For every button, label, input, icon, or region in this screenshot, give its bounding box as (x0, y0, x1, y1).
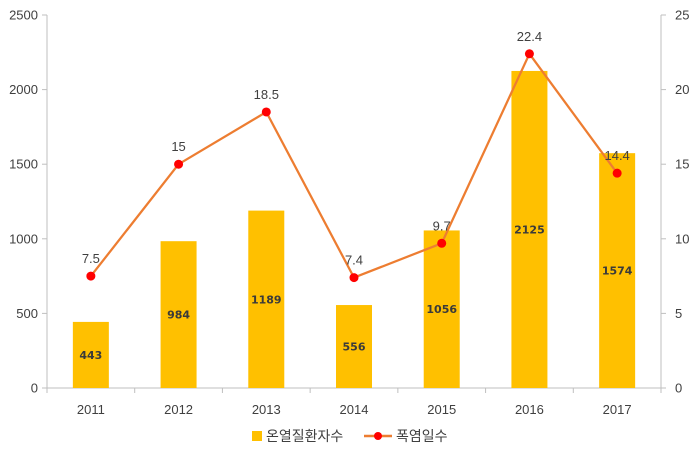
line-data-label: 7.5 (82, 251, 100, 266)
bar-series (72, 70, 636, 388)
right-tick-label: 20 (675, 82, 689, 97)
line-data-label: 22.4 (517, 29, 542, 44)
bar (511, 70, 548, 388)
line-data-label: 7.4 (345, 253, 363, 268)
bar-data-label: 556 (343, 341, 366, 354)
bar-data-label: 1574 (602, 265, 633, 278)
right-axis-ticks: 0 5 10 15 20 25 (661, 8, 689, 396)
line-data-label: 14.4 (604, 148, 629, 163)
line-series (86, 49, 622, 283)
line-data-label: 15 (171, 139, 185, 154)
left-tick-label: 2000 (9, 82, 38, 97)
left-axis-ticks: 0 500 1000 1500 2000 2500 (9, 8, 47, 396)
bar-data-label: 443 (79, 349, 102, 362)
bar (336, 305, 372, 388)
right-tick-label: 0 (675, 381, 682, 396)
bar-data-label: 2125 (514, 223, 545, 236)
line-point (524, 49, 534, 59)
right-tick-label: 5 (675, 306, 682, 321)
right-tick-label: 25 (675, 8, 689, 23)
x-tick-label: 2014 (340, 402, 369, 417)
legend-label-line: 폭염일수 (396, 429, 448, 445)
line-point (612, 168, 622, 178)
left-tick-label: 0 (31, 381, 38, 396)
bar (248, 210, 285, 388)
bar-data-label: 984 (167, 309, 190, 322)
right-tick-label: 15 (675, 157, 689, 172)
bar-data-label: 1189 (251, 293, 282, 306)
bar (72, 321, 109, 388)
bar (423, 230, 460, 388)
line-point (261, 107, 271, 117)
legend-swatch-bar (252, 431, 262, 441)
line-data-label: 18.5 (254, 87, 279, 102)
x-tick-label: 2012 (164, 402, 193, 417)
x-tick-label: 2017 (603, 402, 632, 417)
line-data-labels: 7.5 15 18.5 7.4 9.7 22.4 14.4 (82, 29, 630, 268)
bar (599, 153, 636, 388)
bar (160, 241, 197, 388)
legend: 온열질환자수 폭염일수 (252, 429, 448, 445)
legend-label-bar: 온열질환자수 (266, 429, 343, 445)
line-data-label: 9.7 (433, 218, 451, 233)
x-tick-label: 2016 (515, 402, 544, 417)
line-point (86, 271, 96, 281)
x-tick-label: 2015 (427, 402, 456, 417)
bar-data-label: 1056 (426, 303, 457, 316)
x-axis-ticks: 2011 2012 2013 2014 2015 2016 2017 (46, 388, 662, 417)
line-point (174, 159, 184, 169)
x-tick-label: 2011 (77, 402, 105, 417)
line-point (437, 238, 447, 248)
line-point (349, 273, 359, 283)
left-tick-label: 1000 (9, 231, 38, 246)
left-tick-label: 1500 (9, 157, 38, 172)
legend-swatch-marker (374, 432, 382, 440)
bar-data-labels: 443 984 1189 556 1056 2125 1574 (79, 223, 632, 361)
right-tick-label: 10 (675, 231, 689, 246)
left-tick-label: 2500 (9, 8, 38, 23)
x-tick-label: 2013 (252, 402, 281, 417)
left-tick-label: 500 (16, 306, 38, 321)
